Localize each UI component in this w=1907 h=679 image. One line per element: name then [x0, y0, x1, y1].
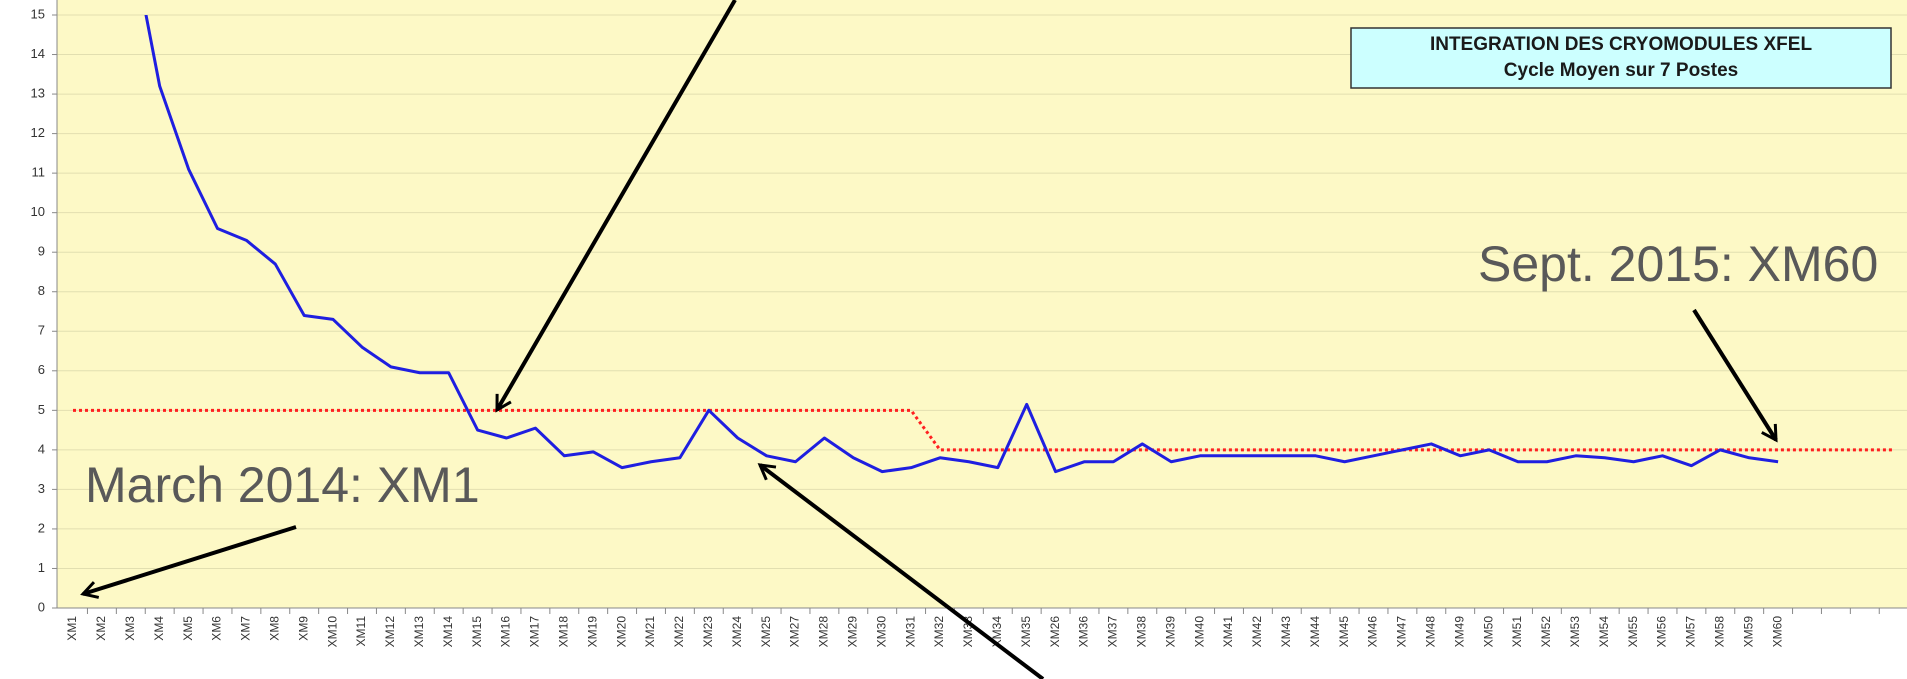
x-tick-label: XM40 [1192, 616, 1206, 648]
x-tick-label: XM7 [239, 616, 253, 641]
y-tick-label: 10 [31, 204, 45, 219]
y-tick-label: 9 [38, 244, 45, 259]
x-tick-label: XM13 [412, 616, 426, 648]
x-tick-label: XM50 [1481, 616, 1495, 648]
x-tick-label: XM42 [1250, 616, 1264, 648]
x-tick-label: XM20 [614, 616, 628, 648]
x-tick-label: XM28 [817, 616, 831, 648]
y-tick-label: 4 [38, 441, 45, 456]
x-tick-label: XM2 [94, 616, 108, 641]
x-tick-label: XM10 [325, 616, 339, 648]
x-tick-label: XM23 [701, 616, 715, 648]
x-tick-label: XM18 [556, 616, 570, 648]
x-tick-label: XM44 [1308, 616, 1322, 648]
x-tick-label: XM24 [730, 616, 744, 648]
x-tick-label: XM19 [585, 616, 599, 648]
x-tick-label: XM41 [1221, 616, 1235, 648]
x-tick-label: XM27 [788, 616, 802, 648]
x-tick-label: XM38 [1134, 616, 1148, 648]
arrow [1692, 308, 1778, 443]
x-tick-label: XM32 [932, 616, 946, 648]
annotation: March 2014: XM1 [85, 457, 480, 513]
x-tick-label: XM54 [1597, 616, 1611, 648]
x-tick-label: XM4 [152, 616, 166, 641]
y-tick-label: 8 [38, 283, 45, 298]
data-line [73, 408, 1894, 452]
x-tick-label: XM14 [441, 616, 455, 648]
x-tick-label: XM46 [1366, 616, 1380, 648]
annotation: Sept. 2015: XM60 [1478, 236, 1878, 292]
x-tick-label: XM56 [1655, 616, 1669, 648]
x-tick-label: XM57 [1684, 616, 1698, 648]
x-tick-label: XM15 [470, 616, 484, 648]
x-tick-label: XM39 [1163, 616, 1177, 648]
title-box [1350, 27, 1892, 89]
plot-area [57, 0, 1907, 608]
y-tick-label: 6 [38, 362, 45, 377]
x-tick-label: XM17 [528, 616, 542, 648]
data-line [144, 15, 1779, 474]
x-tick-label: XM1 [65, 616, 79, 641]
x-tick-label: XM60 [1770, 616, 1784, 648]
x-tick-label: XM25 [759, 616, 773, 648]
x-tick-label: XM53 [1568, 616, 1582, 648]
box-subtitle: Cycle Moyen sur 7 Postes [1504, 60, 1738, 81]
y-tick-label: 13 [31, 86, 45, 101]
x-tick-label: XM52 [1539, 616, 1553, 648]
y-tick-label: 15 [31, 6, 45, 21]
x-tick-label: XM21 [643, 616, 657, 648]
x-tick-label: XM9 [296, 616, 310, 641]
y-tick-label: 1 [38, 560, 45, 575]
x-tick-label: XM47 [1395, 616, 1409, 648]
x-tick-label: XM36 [1077, 616, 1091, 648]
x-tick-label: XM43 [1279, 616, 1293, 648]
x-tick-label: XM31 [903, 616, 917, 648]
x-tick-label: XM48 [1423, 616, 1437, 648]
y-tick-label: 2 [38, 520, 45, 535]
y-tick-label: 5 [38, 402, 45, 417]
y-tick-label: 14 [31, 46, 45, 61]
arrow [80, 525, 297, 599]
x-tick-label: XM22 [672, 616, 686, 648]
x-tick-label: XM51 [1510, 616, 1524, 648]
x-tick-label: XM35 [1019, 616, 1033, 648]
x-tick-label: XM5 [181, 616, 195, 641]
y-tick-label: 7 [38, 323, 45, 338]
x-tick-label: XM55 [1626, 616, 1640, 648]
x-tick-label: XM12 [383, 616, 397, 648]
y-tick-label: 0 [38, 599, 45, 614]
x-tick-label: XM59 [1741, 616, 1755, 648]
y-tick-label: 11 [32, 165, 46, 180]
x-tick-label: XM30 [874, 616, 888, 648]
x-tick-label: XM16 [499, 616, 513, 648]
x-tick-label: XM3 [123, 616, 137, 641]
y-tick-label: 3 [38, 481, 45, 496]
arrow [757, 463, 1045, 679]
x-tick-label: XM29 [845, 616, 859, 648]
x-tick-label: XM8 [267, 616, 281, 641]
x-tick-label: XM58 [1712, 616, 1726, 648]
x-tick-label: XM37 [1106, 616, 1120, 648]
x-tick-label: XM45 [1337, 616, 1351, 648]
x-tick-label: XM49 [1452, 616, 1466, 648]
x-tick-label: XM26 [1048, 616, 1062, 648]
box-title: INTEGRATION DES CRYOMODULES XFEL [1430, 34, 1813, 55]
arrow [495, 0, 737, 413]
x-tick-label: XM11 [354, 616, 368, 647]
y-tick-label: 12 [31, 125, 45, 140]
x-tick-label: XM6 [210, 616, 224, 641]
